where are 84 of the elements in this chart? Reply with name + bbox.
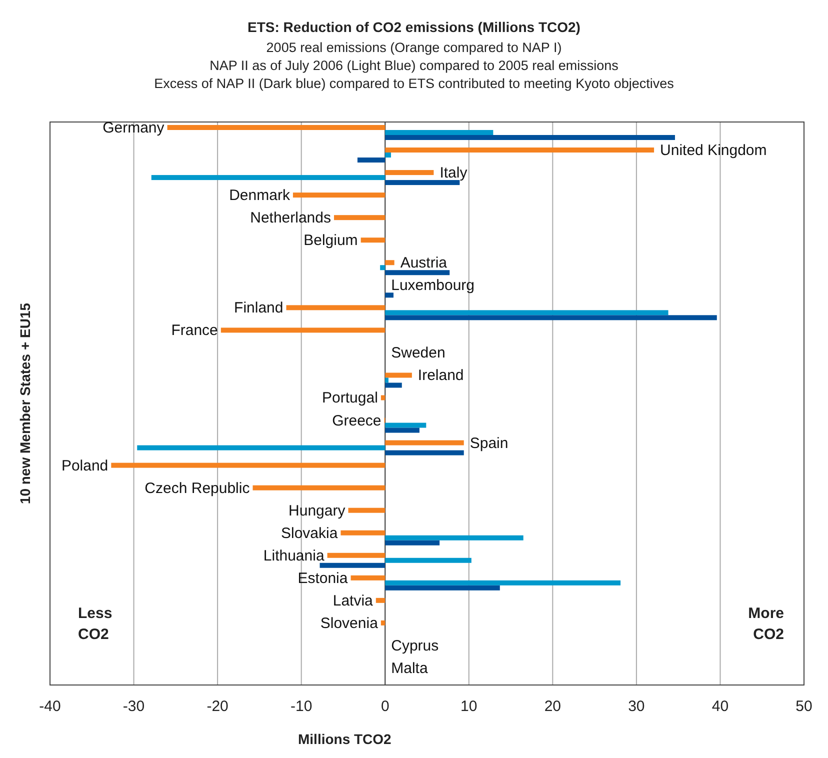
chart-subtitle: 2005 real emissions (Orange compared to NAP I) NAP II as of July 2006 (Light Blue) compared to 2005 real emissions Excess of NAP II (Dark blue) compared to ETS contributed to meeting Kyoto objectives: [154, 40, 674, 91]
bar: [385, 130, 494, 135]
x-tick-label: -30: [122, 698, 145, 715]
bar: [360, 238, 386, 243]
bar: [385, 148, 654, 153]
x-tick-label: -10: [290, 698, 312, 715]
y-tick-label: Hungary: [288, 502, 346, 520]
x-tick-label: 20: [544, 698, 562, 715]
y-tick-label: Sweden: [391, 344, 446, 362]
bar: [340, 530, 386, 536]
annotation: Less CO2: [78, 605, 112, 643]
y-tick-label: Belgium: [304, 232, 358, 250]
y-tick-label: Poland: [61, 457, 108, 474]
bar: [167, 125, 386, 130]
y-tick-label: Italy: [440, 164, 468, 182]
x-tick-label: 10: [460, 698, 478, 715]
bar: [252, 485, 386, 490]
x-tick-label: -20: [206, 698, 228, 715]
bar: [385, 422, 426, 428]
bar: [320, 562, 386, 568]
y-tick-label: Austria: [400, 254, 448, 272]
y-tick-label: Spain: [470, 434, 508, 452]
bar: [385, 378, 388, 383]
x-axis-title: Millions TCO2: [298, 731, 392, 747]
bar: [385, 382, 402, 388]
y-tick-label: France: [171, 322, 218, 340]
x-tick-label: 50: [796, 698, 812, 715]
bar: [376, 598, 386, 603]
bar: [385, 180, 460, 186]
bar: [111, 462, 386, 468]
y-tick-label: Greece: [332, 412, 382, 430]
bar: [385, 440, 464, 446]
bar: [151, 175, 386, 180]
bar: [137, 445, 386, 450]
bar: [385, 135, 675, 140]
y-axis-title: 10 new Member States + EU15: [17, 302, 33, 504]
bar: [292, 192, 386, 198]
x-tick-label: 0: [380, 698, 390, 715]
bar: [286, 305, 386, 310]
y-tick-label: Malta: [391, 660, 428, 677]
bar: [348, 508, 386, 513]
annotation: More CO2: [748, 605, 784, 643]
bar: [385, 260, 394, 266]
bar: [385, 270, 450, 276]
y-tick-label: Cyprus: [391, 637, 439, 654]
bar: [380, 620, 386, 626]
y-tick-label: Portugal: [322, 390, 378, 407]
bar: [327, 552, 386, 558]
bar: [385, 152, 391, 158]
bar: [385, 310, 668, 316]
bar: [350, 575, 386, 580]
bar: [385, 428, 420, 433]
bar: [380, 395, 386, 400]
y-tick-label: Latvia: [332, 592, 374, 610]
bar: [385, 372, 412, 378]
y-tick-label: Netherlands: [250, 210, 332, 227]
y-tick-label: United Kingdom: [660, 142, 767, 160]
y-tick-label: Estonia: [298, 570, 348, 587]
x-tick-label: 40: [712, 698, 729, 715]
bar: [380, 265, 386, 270]
bar: [385, 540, 440, 546]
bar: [334, 215, 386, 220]
y-tick-label: Lithuania: [263, 547, 325, 564]
bar: [385, 558, 472, 563]
y-tick-label: Slovakia: [281, 524, 338, 542]
y-tick-label: Luxembourg: [391, 277, 474, 294]
y-tick-label: Czech Republic: [144, 480, 250, 497]
bar: [385, 535, 524, 540]
y-tick-label: Denmark: [229, 187, 290, 204]
bar: [385, 170, 434, 176]
bar: [220, 328, 386, 333]
y-tick-label: Slovenia: [320, 614, 379, 632]
y-tick-label: Germany: [102, 120, 165, 136]
bar: [385, 450, 464, 456]
bar: [385, 580, 621, 586]
y-tick-label: Ireland: [418, 367, 464, 384]
bar: [357, 158, 386, 163]
bar: [385, 585, 500, 590]
bar: [385, 315, 717, 320]
chart-title: ETS: Reduction of CO2 emissions (Millions TCO2): [248, 19, 580, 35]
bar: [385, 292, 394, 298]
y-tick-label: Finland: [234, 300, 284, 317]
x-tick-label: 30: [628, 698, 645, 715]
x-tick-label: -40: [39, 698, 61, 715]
